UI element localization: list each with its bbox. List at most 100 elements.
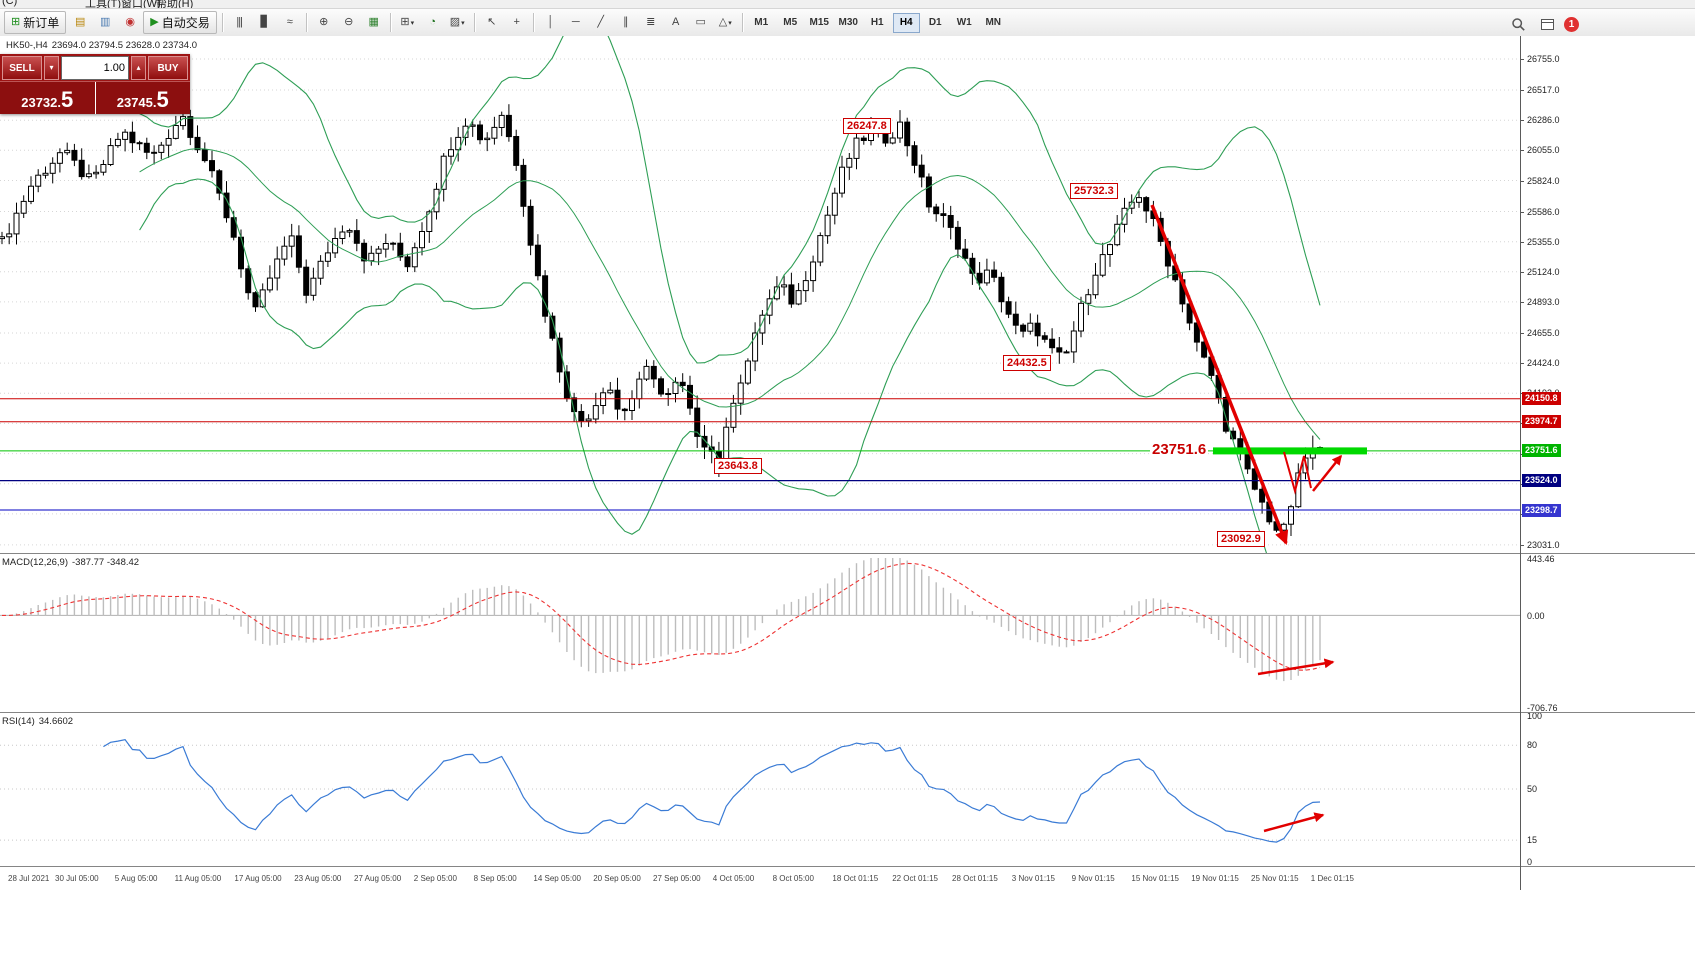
chart-symbol-period: HK50-,H4 <box>6 40 48 51</box>
templates-button[interactable]: ▨ ▾ <box>446 11 469 34</box>
toolbar-separator <box>221 13 223 32</box>
timeframe-d1-button[interactable]: D1 <box>928 16 942 28</box>
price-annotation-large[interactable]: 23751.6 <box>1150 441 1209 458</box>
sell-price-main: 23732. <box>21 95 61 110</box>
crosshair-icon[interactable]: + <box>505 11 528 34</box>
price-annotation[interactable]: 24432.5 <box>1003 355 1051 371</box>
tile-windows-icon[interactable]: ▦ <box>362 11 385 34</box>
sell-price[interactable]: 23732.5 <box>0 89 95 114</box>
chart-window-icon[interactable]: ▤ <box>68 11 91 34</box>
time-axis-label: 20 Sep 05:00 <box>593 874 641 883</box>
label-tool-icon[interactable]: ▭ <box>689 11 712 34</box>
timeframe-m5-button[interactable]: M5 <box>783 16 798 28</box>
macd-arrow[interactable] <box>1257 658 1335 676</box>
time-axis-label: 5 Aug 05:00 <box>114 874 158 883</box>
price-annotation[interactable]: 26247.8 <box>843 118 891 134</box>
candlestick-chart-icon[interactable]: ▊ <box>253 11 276 34</box>
trade-panel-controls: SELL ▾ ▴ BUY <box>0 54 190 81</box>
rsi-axis-label: 80 <box>1527 740 1538 751</box>
period-clock-icon: ◔ <box>429 16 436 28</box>
horizontal-level-lines[interactable] <box>0 398 1520 511</box>
panel-separator[interactable] <box>0 553 1695 554</box>
toolbar: ⊞ 新订单 ▤ ▥ ◉ ▶ 自动交易 ||| ▊ ≈ ⊕ ⊖ ▦ ⊞ ▾ ◔ ▨ ▾ ↖ + │ ─ ╱ ∥ ≣ A ▭ △ ▾ M1 M5… <box>0 9 1695 37</box>
menu-tools[interactable]: 工具(T) <box>85 0 122 9</box>
equidistant-channel-icon[interactable]: ∥ <box>614 11 637 34</box>
panel-separator[interactable] <box>0 866 1695 867</box>
price-axis-border <box>1520 36 1521 890</box>
rsi-arrow[interactable] <box>1263 812 1325 833</box>
buy-price[interactable]: 23745.5 <box>96 89 191 114</box>
rsi-panel-canvas[interactable] <box>0 712 1520 866</box>
trend-arrow[interactable] <box>1312 454 1342 492</box>
toolbar-separator <box>532 13 534 32</box>
sound-alert-icon[interactable]: ◉ <box>118 11 141 34</box>
menu-window[interactable]: 窗口(W) <box>121 0 161 9</box>
price-tick-mark <box>1520 120 1524 122</box>
price-axis[interactable]: 26755.0 26517.0 26286.0 26055.0 25824.0 25586… <box>1520 36 1695 890</box>
tile-windows-icon: ▦ <box>368 16 379 28</box>
text-tool-icon: A <box>672 16 679 28</box>
timeframe-m15-button[interactable]: M15 <box>809 16 829 28</box>
timeframe-m30-button[interactable]: M30 <box>838 16 858 28</box>
main-chart-canvas[interactable] <box>0 36 1520 553</box>
profiles-icon[interactable]: ▥ <box>93 11 116 34</box>
timeframe-h4-button[interactable]: H4 <box>892 12 920 33</box>
line-chart-icon[interactable]: ≈ <box>278 11 301 34</box>
menu-help[interactable]: 帮助(H) <box>156 0 194 9</box>
new-order-button[interactable]: ⊞ 新订单 <box>4 11 67 34</box>
menu-fragment[interactable]: (C) <box>2 0 18 7</box>
shapes-dropdown[interactable]: △ ▾ <box>714 11 737 34</box>
timeframe-w1-button[interactable]: W1 <box>956 16 972 28</box>
macd-axis-label: -706.76 <box>1527 703 1558 713</box>
toolbar-separator <box>741 13 743 32</box>
horizontal-line-icon[interactable]: ─ <box>564 11 587 34</box>
dropdown-caret-icon: ▾ <box>461 19 465 27</box>
zoom-in-icon[interactable]: ⊕ <box>312 11 335 34</box>
autotrading-button[interactable]: ▶ 自动交易 <box>143 11 217 34</box>
macd-name: MACD(12,26,9) <box>2 557 68 568</box>
price-annotation[interactable]: 23643.8 <box>714 458 762 474</box>
trade-panel-prices: 23732.5 23745.5 <box>0 81 190 114</box>
volume-input[interactable] <box>61 56 129 80</box>
price-axis-label: 26755.0 <box>1527 54 1560 64</box>
crosshair-icon: + <box>513 16 521 28</box>
search-button[interactable] <box>1507 13 1530 36</box>
new-chart-button[interactable]: ⊞ ▾ <box>396 11 419 34</box>
trade-panel-divider <box>94 82 96 114</box>
timeframe-h1-button[interactable]: H1 <box>870 16 884 28</box>
cursor-icon[interactable]: ↖ <box>480 11 503 34</box>
trend-arrow[interactable] <box>1150 204 1289 545</box>
buy-button[interactable]: BUY <box>148 56 188 80</box>
price-annotation[interactable]: 23092.9 <box>1217 531 1265 547</box>
chart-ohlc-title: HK50-,H4 23694.0 23794.5 23628.0 23734.0 <box>6 40 201 51</box>
text-tool-icon[interactable]: A <box>664 11 687 34</box>
price-axis-label: 25824.0 <box>1527 175 1560 186</box>
sell-button[interactable]: SELL <box>2 56 42 80</box>
candlestick-chart-icon: ▊ <box>260 16 269 28</box>
zigzag-drawing[interactable] <box>1283 451 1312 495</box>
time-axis-label: 19 Nov 01:15 <box>1191 874 1239 883</box>
price-tick-mark <box>1520 544 1524 546</box>
notification-badge[interactable]: 1 <box>1564 17 1579 32</box>
support-zone-bar[interactable] <box>1213 447 1367 455</box>
data-window-button[interactable] <box>1536 13 1559 36</box>
trendline-icon[interactable]: ╱ <box>589 11 612 34</box>
volume-increase-button[interactable]: ▴ <box>131 56 146 80</box>
zoom-out-icon[interactable]: ⊖ <box>337 11 360 34</box>
panel-separator[interactable] <box>0 712 1695 713</box>
price-tick-mark <box>1520 363 1524 365</box>
volume-decrease-button[interactable]: ▾ <box>44 56 59 80</box>
timeframe-mn-button[interactable]: MN <box>985 16 1001 28</box>
vertical-line-icon[interactable]: │ <box>539 11 562 34</box>
time-axis[interactable]: 28 Jul 2021 30 Jul 05:00 5 Aug 05:00 11 Aug… <box>0 874 1695 890</box>
rsi-axis-label: 50 <box>1527 784 1538 794</box>
price-tick-mark <box>1520 271 1524 273</box>
macd-values: -387.77 -348.42 <box>72 557 140 568</box>
price-annotation[interactable]: 25732.3 <box>1070 183 1118 199</box>
timeframe-m1-button[interactable]: M1 <box>754 16 769 28</box>
fibonacci-icon[interactable]: ≣ <box>639 11 662 34</box>
period-clock-icon[interactable]: ◔ <box>421 11 444 34</box>
macd-panel-canvas[interactable] <box>0 553 1520 712</box>
price-tick-mark <box>1520 211 1524 213</box>
bar-chart-icon[interactable]: ||| <box>228 11 251 34</box>
